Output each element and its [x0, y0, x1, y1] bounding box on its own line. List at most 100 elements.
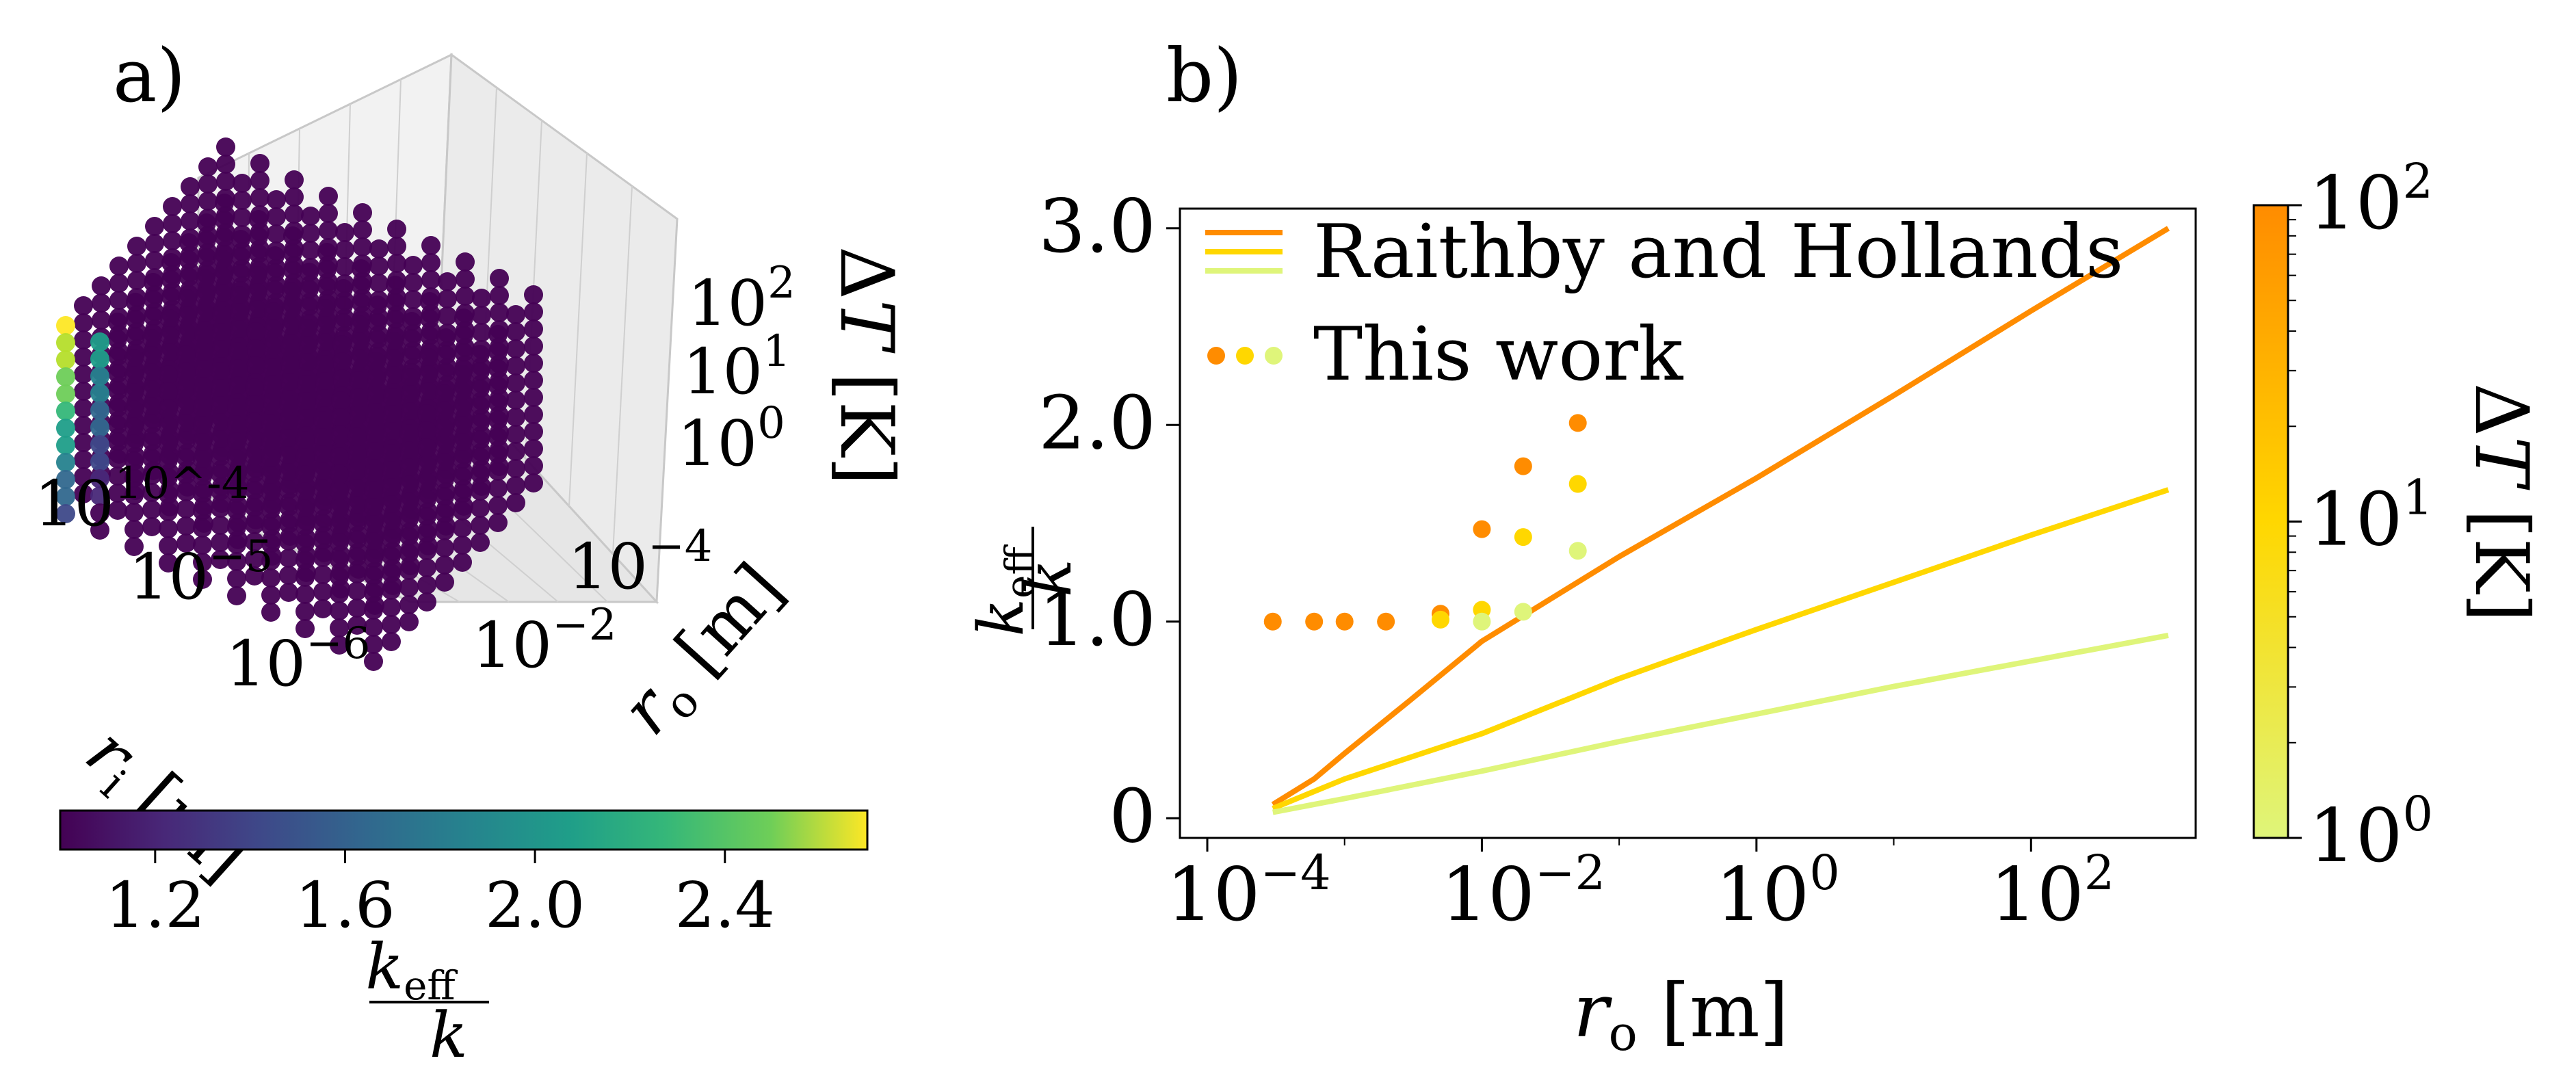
scatter-point — [435, 487, 454, 506]
scatter-point — [419, 365, 438, 384]
scatter-point — [313, 514, 332, 533]
legend-b: Raithby and Hollands This work — [1205, 209, 2123, 397]
scatter-point — [368, 313, 387, 332]
scatter-point — [160, 309, 179, 328]
scatter-point — [193, 416, 212, 435]
scatter-point — [250, 188, 270, 207]
scatter-point — [124, 417, 144, 436]
scatter-point — [179, 250, 198, 270]
scatter-point — [313, 582, 332, 601]
scatter-point — [250, 154, 270, 173]
scatter-point — [196, 287, 215, 306]
scatter-point — [490, 303, 509, 322]
scatter-point — [56, 367, 75, 386]
scatter-point — [233, 208, 252, 227]
scatter-point — [124, 366, 144, 385]
scatter-point — [213, 267, 233, 286]
scatter-point — [261, 500, 280, 519]
scatter-point — [330, 464, 349, 484]
scatter-point — [524, 319, 543, 339]
scatter-point — [279, 531, 298, 551]
scatter-point — [300, 263, 319, 282]
scatter-point — [176, 534, 196, 553]
scatter-point — [211, 550, 230, 569]
scatter-point — [261, 603, 280, 622]
scatter-point — [194, 360, 213, 379]
scatter-point — [352, 259, 371, 278]
scatter-point — [347, 547, 367, 566]
scatter-point — [456, 287, 475, 306]
scatter-point — [193, 570, 212, 589]
scatter-point — [298, 336, 317, 355]
scatter-point — [332, 335, 352, 354]
colorbar-b-tick-label: 100 — [2309, 786, 2433, 879]
plot-area-b — [1179, 207, 2197, 839]
scatter-point — [74, 433, 93, 452]
scatter-point — [211, 413, 230, 432]
scatter-point — [227, 484, 246, 503]
scatter-point — [399, 441, 419, 460]
colorbar-a-tick-label: 2.4 — [675, 869, 775, 942]
scatter-point — [453, 365, 472, 384]
scatter-point — [279, 463, 298, 482]
y-axis-label-num: keff — [964, 544, 1043, 637]
scatter-point — [384, 366, 404, 385]
scatter-point — [300, 280, 319, 299]
scatter-point — [353, 237, 372, 257]
legend-dot-sample-3 — [1265, 347, 1283, 365]
scatter-point — [353, 203, 372, 222]
scatter-point — [90, 384, 109, 403]
x-tick-label: 10−2 — [1441, 845, 1605, 938]
scatter-point — [279, 549, 298, 568]
scatter-point — [435, 453, 454, 472]
scatter-point — [313, 565, 332, 584]
scatter-point — [212, 340, 231, 359]
scatter-point — [127, 271, 146, 290]
scatter-point — [334, 313, 353, 332]
scatter-point — [399, 458, 419, 477]
scatter-point — [109, 291, 129, 310]
scatter-point — [364, 498, 383, 517]
colorbar-a-tick-label: 1.6 — [295, 869, 395, 942]
scatter-point — [453, 467, 472, 486]
scatter-point — [245, 549, 264, 568]
scatter-point — [438, 289, 457, 308]
scatter-point — [524, 337, 543, 356]
scatter-point — [163, 197, 182, 216]
scatter-point — [399, 527, 419, 546]
scatter-point — [163, 214, 182, 233]
scatter-point — [283, 226, 302, 246]
scatter-point — [108, 415, 127, 434]
colorbar-a-tick-label: 2.0 — [485, 869, 585, 942]
scatter-point — [387, 237, 406, 256]
scatter-point — [382, 444, 401, 463]
scatter-point — [74, 313, 93, 332]
panel-label-b: b) — [1166, 34, 1242, 119]
scatter-point — [417, 524, 436, 543]
colorbar-b-tick-label: 102 — [2309, 153, 2433, 246]
scatter-point — [181, 177, 200, 196]
scatter-point — [142, 466, 161, 485]
scatter-point — [295, 551, 315, 570]
scatter-point — [228, 376, 248, 395]
scatter-point — [301, 224, 320, 243]
scatter-point — [124, 383, 144, 402]
scatter-point — [420, 326, 439, 345]
scatter-point — [488, 376, 508, 395]
scatter-point — [265, 263, 285, 282]
scatter-point — [399, 475, 419, 495]
scatter-point — [402, 312, 421, 331]
scatter-point — [142, 397, 161, 417]
scatter-point — [524, 285, 543, 304]
scatter-point — [471, 464, 490, 484]
scatter-point — [74, 484, 93, 503]
scatter-point — [161, 253, 181, 272]
series-dot — [1568, 475, 1587, 493]
scatter-point — [230, 286, 249, 305]
scatter-point — [285, 187, 304, 207]
scatter-point — [456, 270, 475, 289]
scatter-point — [279, 566, 298, 585]
x-axis-label: ro [m] — [1573, 969, 1789, 1062]
scatter-point — [124, 503, 144, 522]
